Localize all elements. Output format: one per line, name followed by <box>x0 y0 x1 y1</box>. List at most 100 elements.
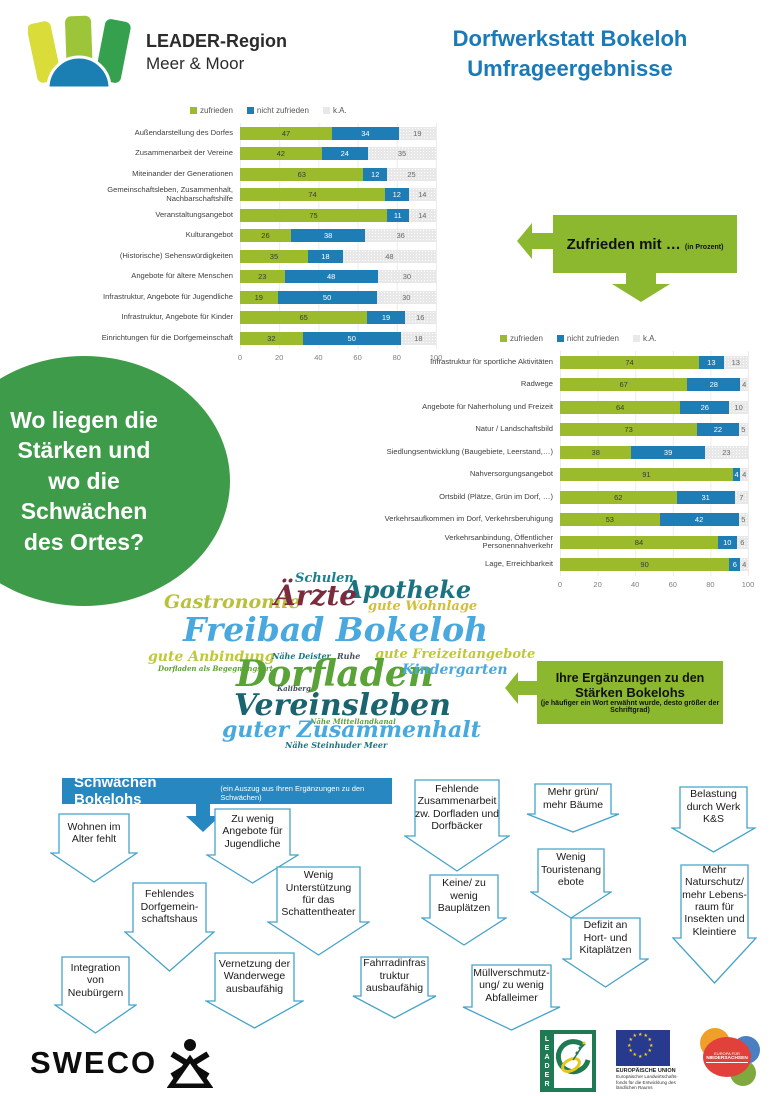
legend-item: nicht zufrieden <box>556 334 619 343</box>
weakness-text: Integration von Neubürgern <box>67 961 124 999</box>
eu-star: ★ <box>628 1037 633 1043</box>
header-brand: LEADER-Region Meer & Moor <box>28 12 287 92</box>
bar-segment-ka: 19 <box>398 126 436 140</box>
question-line: des Ortes? <box>23 528 145 555</box>
x-axis: 0 20 40 60 80 100 <box>557 580 754 592</box>
bar-segment-ka: 18 <box>400 331 436 345</box>
chart-row: Angebote für ältere Menschen 23 48 30 <box>94 267 440 288</box>
weakness-box: Fehlendes Dorfgemein- schaftshaus <box>124 882 215 972</box>
bar-segment-zufrieden: 90 <box>560 558 730 572</box>
category-label: Außendarstellung des Dorfes <box>134 127 233 137</box>
bar-segment-nicht-zufrieden: 39 <box>631 445 705 459</box>
axis-tick: 80 <box>392 352 401 362</box>
eu-desc-line: Europäischer Landwirtschafts- <box>616 1074 678 1079</box>
bar-track: 53 42 5 <box>560 513 748 527</box>
badge-line1: EUROPA FÜR <box>714 1051 740 1056</box>
x-axis: 0 20 40 60 80 100 <box>238 352 442 365</box>
bar-value: 53 <box>605 515 614 525</box>
bar-value: 84 <box>634 537 644 547</box>
bar-value: 67 <box>619 380 628 390</box>
bar-value: 18 <box>414 333 423 343</box>
down-arrow-outline-icon <box>562 917 649 988</box>
weakness-text: Fahrradinfras truktur ausbaufähig <box>363 957 426 995</box>
chart-row: Gemeinschaftsleben, Zusammenhalt, Nachba… <box>94 185 440 206</box>
cloud-word: gute Wohnlage <box>368 599 478 614</box>
weaknesses-note: (ein Auszug aus Ihren Ergänzungen zu den… <box>220 783 365 802</box>
bar-track: 47 34 19 <box>240 126 436 140</box>
down-arrow-outline-icon <box>205 952 304 1029</box>
category-label: Zusammenarbeit der Vereine <box>135 148 233 158</box>
bar-track: 84 10 6 <box>560 535 748 549</box>
bar-value: 23 <box>722 447 731 457</box>
bar-segment-zufrieden: 35 <box>240 249 308 263</box>
weakness-box: Integration von Neubürgern <box>54 956 137 1034</box>
bar-track: 62 31 7 <box>560 490 748 504</box>
axis-tick: 100 <box>741 580 755 589</box>
chart-row: (Historische) Sehenswürdigkeiten 35 18 48 <box>94 246 440 267</box>
bar-segment-zufrieden: 64 <box>560 400 681 414</box>
bar-value: 38 <box>324 231 333 241</box>
bar-segment-zufrieden: 53 <box>560 513 660 527</box>
chart-legend: zufrieden nicht zufrieden k.A. <box>428 334 754 343</box>
bar-segment-zufrieden: 42 <box>240 147 322 161</box>
cloud-word: Apotheke <box>344 575 472 604</box>
cloud-word: Ärzte <box>274 579 358 612</box>
category-label: (Historische) Sehenswürdigkeiten <box>119 250 233 260</box>
bar-value: 48 <box>327 272 336 282</box>
bar-value: 13 <box>707 357 716 367</box>
bar-value: 50 <box>322 292 332 302</box>
bar-track: 91 4 4 <box>560 468 748 482</box>
bar-segment-zufrieden: 47 <box>240 126 333 140</box>
chart-plot: Infrastruktur für sportliche Aktivitäten… <box>385 351 754 576</box>
cloud-word: Gastronomie <box>164 591 301 613</box>
bar-segment-zufrieden: 32 <box>240 331 303 345</box>
cloud-word: Dorfladen <box>236 653 434 695</box>
legend-item: zufrieden <box>190 106 233 115</box>
bar-segment-nicht-zufrieden: 28 <box>687 378 741 392</box>
cloud-word: Kindergarten <box>402 662 508 678</box>
bar-track: 42 24 35 <box>240 147 436 161</box>
category-label: Verkehrsanbindung, Öffentlicher Personen… <box>444 532 553 551</box>
bar-value: 91 <box>642 470 651 480</box>
bar-value: 6 <box>732 560 737 570</box>
eu-star: ★ <box>628 1048 633 1054</box>
bar-track: 23 48 30 <box>240 270 436 284</box>
bar-value: 26 <box>700 402 709 412</box>
eu-title: EUROPÄISCHE UNION <box>616 1068 676 1074</box>
chart-row: Zusammenarbeit der Vereine 42 24 35 <box>94 144 440 165</box>
bar-value: 42 <box>276 149 285 159</box>
weakness-box: Mehr grün/ mehr Bäume <box>526 783 620 833</box>
weakness-text: Defizit an Hort- und Kitaplätzen <box>579 919 632 957</box>
bar-segment-nicht-zufrieden: 11 <box>387 208 409 222</box>
bar-segment-nicht-zufrieden: 6 <box>729 558 741 572</box>
bar-segment-nicht-zufrieden: 48 <box>284 270 378 284</box>
bar-value: 22 <box>713 425 723 435</box>
axis-tick: 60 <box>353 352 362 362</box>
eu-flag-icon: ★ ★ ★ ★ ★ ★ ★ ★ ★ ★ ★ ★ <box>616 1030 670 1066</box>
bar-value: 35 <box>269 251 279 261</box>
legend-swatch <box>556 335 564 342</box>
chart-row: Verkehrsaufkommen im Dorf, Verkehrsberuh… <box>385 509 754 532</box>
bar-value: 14 <box>418 210 427 220</box>
chart-row: Miteinander der Generationen 63 12 25 <box>94 164 440 185</box>
weakness-text: Keine/ zu wenig Bauplätzen <box>437 877 491 915</box>
cloud-word: Dorfladen als Begegnungsort <box>158 664 273 673</box>
bar-segment-nicht-zufrieden: 19 <box>367 311 405 325</box>
axis-tick: 0 <box>557 580 563 589</box>
bar-track: 74 12 14 <box>240 188 436 202</box>
cloud-word: Freibad Bokeloh <box>183 610 489 649</box>
bar-segment-nicht-zufrieden: 12 <box>363 167 387 181</box>
bar-value: 75 <box>309 210 318 220</box>
axis-tick: 100 <box>429 352 443 362</box>
eu-star: ★ <box>632 1032 637 1039</box>
chart-row: Veranstaltungsangebot 75 11 14 <box>94 205 440 226</box>
chart-row: Nahversorgungsangebot 91 4 4 <box>428 464 754 487</box>
axis-tick: 40 <box>314 352 323 362</box>
axis-tick: 60 <box>668 580 677 589</box>
bar-segment-ka: 13 <box>723 355 748 369</box>
category-label: Infrastruktur, Angebote für Jugendliche <box>102 291 233 301</box>
weakness-text: Fehlende Zusammenarbeit zw. Dorfladen un… <box>414 782 500 832</box>
legend-label: zufrieden <box>200 106 233 115</box>
weakness-text: Mehr grün/ mehr Bäume <box>542 786 604 811</box>
